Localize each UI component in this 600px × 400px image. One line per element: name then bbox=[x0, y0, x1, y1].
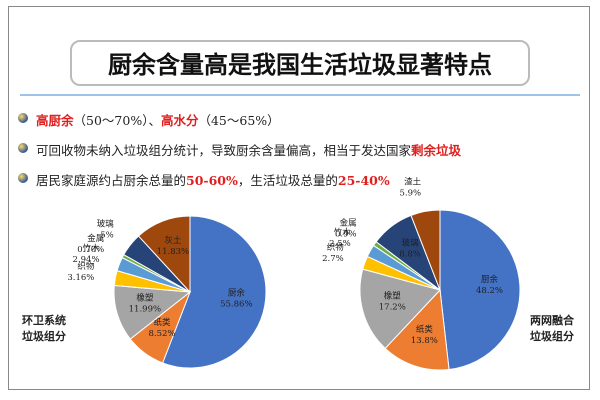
slice-value-label: 0.70% bbox=[77, 245, 104, 255]
bullet: 居民家庭源约占厨余总量的50-60%，生活垃圾总量的25-40% bbox=[18, 170, 390, 189]
pie-slice bbox=[161, 215, 267, 369]
chart-caption: 垃圾组分 bbox=[22, 329, 66, 343]
pie-slice bbox=[137, 215, 191, 294]
slice-value-label: 2.7% bbox=[322, 254, 344, 264]
bullet-icon bbox=[18, 113, 28, 123]
slice-label: 竹木 bbox=[334, 227, 352, 238]
pie-slice bbox=[439, 209, 521, 371]
slice-label: 橡塑 bbox=[136, 293, 154, 304]
slice-value-label: 8.52% bbox=[149, 329, 176, 339]
bullet-text: 高厨余 bbox=[36, 113, 74, 128]
chart-caption: 垃圾组分 bbox=[530, 329, 574, 343]
slice-label: 灰土 bbox=[164, 235, 182, 246]
bullet: 高厨余（50～70%）、高水分（45～65%） bbox=[18, 110, 280, 129]
bullet-text: （50～70%）、 bbox=[73, 113, 161, 128]
slice-label: 金属 bbox=[87, 233, 104, 244]
slice-label: 玻璃 bbox=[402, 237, 420, 248]
slice-label: 厨余 bbox=[481, 274, 499, 285]
bullet-text: 高水分 bbox=[160, 113, 199, 128]
slice-value-label: 3.16% bbox=[67, 273, 94, 283]
title-rule bbox=[20, 94, 580, 96]
chart-caption: 环卫系统 bbox=[22, 313, 66, 327]
slice-value-label: 48.2% bbox=[476, 286, 503, 296]
slice-label: 金属 bbox=[340, 218, 357, 229]
slice-label: 竹木 bbox=[83, 243, 101, 254]
slice-value-label: 13.8% bbox=[411, 336, 438, 346]
bullet-text: 50-60% bbox=[186, 173, 238, 188]
bullet-text: 可回收物未纳入垃圾组分统计，导致厨余含量偏高，相当于发达国家 bbox=[36, 143, 412, 158]
bullet-icon bbox=[18, 173, 28, 183]
slice-value-label: 0.9% bbox=[335, 230, 357, 240]
bullet-text: 25-40% bbox=[337, 173, 390, 188]
slice-value-label: 17.2% bbox=[379, 303, 406, 313]
slice-value-label: 8.8% bbox=[399, 249, 421, 259]
bullet-text: （45～65%） bbox=[198, 113, 280, 128]
slice-value-label: 2.5% bbox=[329, 239, 351, 249]
slice-label: 玻璃 bbox=[97, 219, 115, 230]
slice-value-label: 11.83% bbox=[157, 247, 189, 257]
slice-label: 渣土 bbox=[404, 176, 422, 187]
slide-title: 厨余含量高是我国生活垃圾显著特点 bbox=[70, 40, 530, 86]
bullet-icon bbox=[18, 143, 28, 153]
bullet-text: 居民家庭源约占厨余总量的 bbox=[36, 173, 187, 188]
slice-label: 纸类 bbox=[154, 317, 172, 328]
chart-caption: 两网融合 bbox=[530, 313, 575, 327]
slice-label: 织物 bbox=[327, 242, 345, 253]
slice-value-label: 5% bbox=[100, 231, 114, 241]
bullet-text: ，生活垃圾总量的 bbox=[237, 173, 338, 188]
slice-value-label: 55.86% bbox=[220, 300, 252, 310]
slice-label: 纸类 bbox=[416, 324, 434, 335]
bullet-text: 剩余垃圾 bbox=[411, 143, 462, 158]
slice-label: 厨余 bbox=[228, 288, 246, 299]
pie-slice bbox=[384, 288, 450, 371]
slice-label: 织物 bbox=[77, 261, 95, 272]
pie-slice bbox=[359, 268, 441, 350]
bullet: 可回收物未纳入垃圾组分统计，导致厨余含量偏高，相当于发达国家剩余垃圾 bbox=[18, 140, 462, 159]
pie-slice bbox=[410, 209, 441, 291]
slide-frame bbox=[8, 6, 590, 390]
slice-value-label: 5.9% bbox=[400, 188, 422, 198]
slice-value-label: 11.99% bbox=[129, 305, 161, 315]
slice-label: 橡塑 bbox=[384, 291, 402, 302]
slice-value-label: 2.94% bbox=[73, 255, 100, 265]
